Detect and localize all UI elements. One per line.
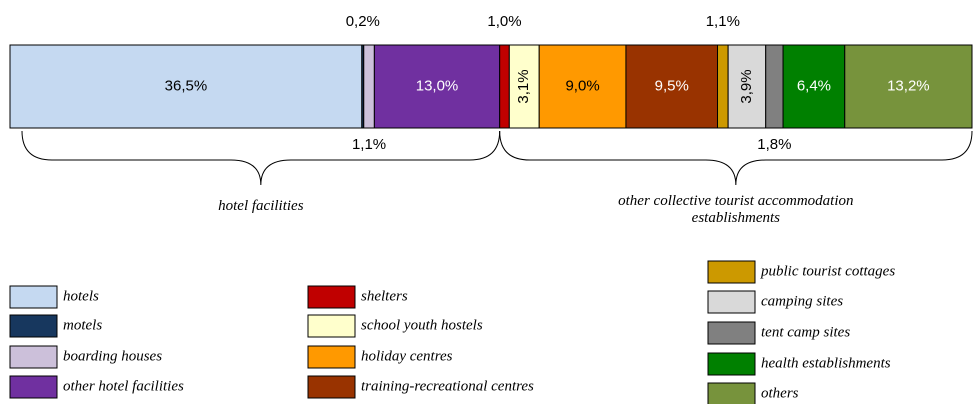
- group-brace: [21, 130, 501, 186]
- bar-segment: [717, 44, 729, 129]
- legend-label: hotels: [63, 288, 99, 304]
- legend-swatch: [307, 314, 356, 338]
- legend-swatch: [9, 314, 58, 338]
- value-label: 3,9%: [738, 69, 755, 103]
- group-label: hotel facilities: [218, 198, 304, 214]
- bar-segment: [844, 44, 973, 129]
- legend-label: health establishments: [761, 355, 891, 371]
- value-label: 1,0%: [487, 13, 521, 30]
- bar-segment: [363, 44, 375, 129]
- bar-segment: [508, 44, 540, 129]
- value-label: 0,2%: [346, 13, 380, 30]
- bar-segment: [625, 44, 719, 129]
- legend-label: camping sites: [761, 293, 843, 309]
- value-label: 13,2%: [887, 77, 930, 94]
- legend-label: others: [761, 385, 799, 401]
- legend-swatch: [307, 375, 356, 399]
- legend-label: other hotel facilities: [63, 378, 184, 394]
- group-label: other collective tourist accommodation e…: [618, 193, 854, 226]
- legend-swatch: [707, 260, 756, 284]
- legend-swatch: [707, 321, 756, 345]
- value-label: 6,4%: [797, 77, 831, 94]
- legend-label: motels: [63, 317, 102, 333]
- legend-swatch: [707, 382, 756, 404]
- value-label: 9,5%: [655, 77, 689, 94]
- value-label: 1,1%: [352, 136, 386, 153]
- bar-segment: [9, 44, 363, 129]
- value-label: 1,8%: [757, 136, 791, 153]
- legend-swatch: [9, 375, 58, 399]
- legend-swatch: [707, 290, 756, 314]
- legend-swatch: [9, 285, 58, 309]
- legend-swatch: [707, 352, 756, 376]
- bar-segment: [499, 44, 510, 129]
- bar-segment: [765, 44, 784, 129]
- bar-segment: [373, 44, 501, 129]
- legend-swatch: [9, 345, 58, 369]
- legend-label: training-recreational centres: [361, 378, 534, 394]
- value-label: 1,1%: [706, 13, 740, 30]
- bar-segment: [782, 44, 846, 129]
- value-label: 13,0%: [416, 77, 459, 94]
- legend-label: holiday centres: [361, 348, 453, 364]
- bar-segment: [538, 44, 627, 129]
- legend-label: boarding houses: [63, 348, 162, 364]
- legend-label: shelters: [361, 288, 408, 304]
- group-brace: [499, 130, 973, 186]
- value-label: 36,5%: [165, 77, 208, 94]
- legend-label: public tourist cottages: [760, 263, 895, 279]
- legend-label: school youth hostels: [361, 317, 483, 333]
- legend-label: tent camp sites: [761, 324, 850, 340]
- value-label: 3,1%: [515, 69, 532, 103]
- value-label: 9,0%: [565, 77, 599, 94]
- legend-swatch: [307, 285, 356, 309]
- legend-swatch: [307, 345, 356, 369]
